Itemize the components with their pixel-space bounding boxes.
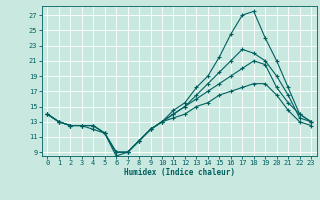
X-axis label: Humidex (Indice chaleur): Humidex (Indice chaleur) bbox=[124, 168, 235, 177]
